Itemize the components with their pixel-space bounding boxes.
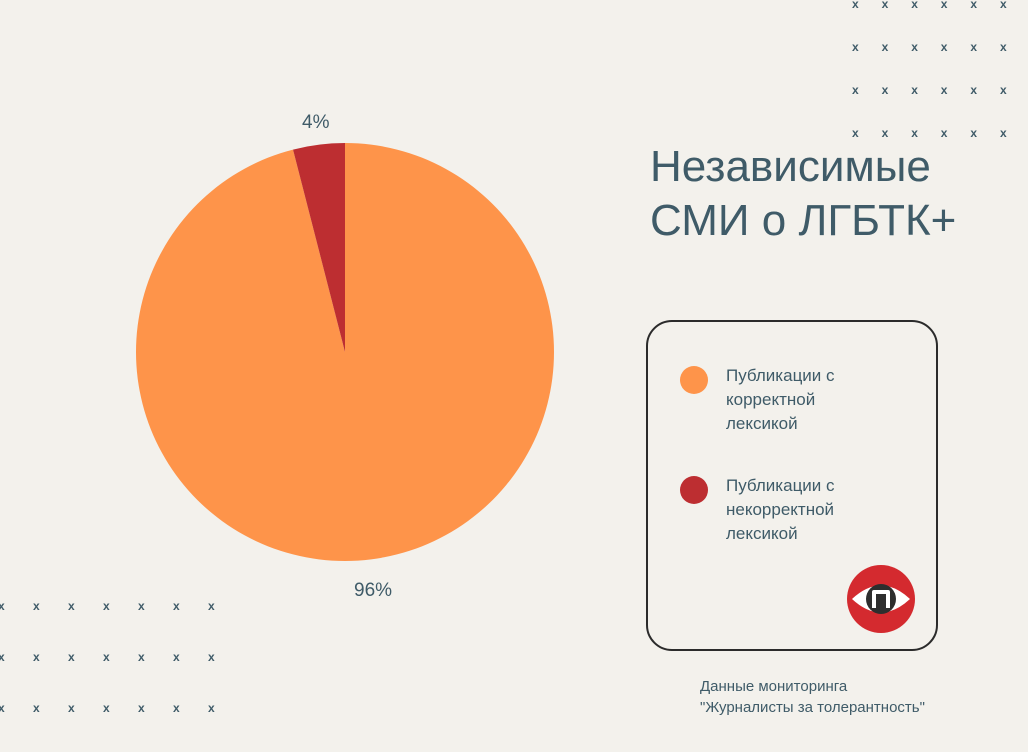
- x-mark: x: [911, 126, 918, 140]
- x-mark: x: [911, 83, 918, 97]
- x-mark: x: [33, 599, 40, 613]
- legend-item-incorrect: Публикации с некорректной лексикой: [680, 474, 876, 546]
- x-mark: x: [940, 83, 948, 97]
- x-mark: x: [33, 701, 40, 715]
- legend-label-incorrect: Публикации с некорректной лексикой: [726, 476, 835, 543]
- x-mark: x: [1000, 83, 1007, 97]
- x-mark: x: [103, 599, 110, 613]
- x-mark: x: [0, 701, 5, 715]
- source-line-1: Данные мониторинга: [700, 678, 848, 695]
- legend-item-correct: Публикации с корректной лексикой: [680, 364, 876, 436]
- x-mark: x: [173, 650, 180, 664]
- pie-chart: [135, 143, 554, 561]
- data-source-note: Данные мониторинга "Журналисты за толера…: [700, 676, 925, 718]
- x-mark: x: [68, 650, 75, 664]
- x-mark: x: [0, 650, 5, 664]
- legend: Публикации с корректной лексикой Публика…: [646, 320, 938, 651]
- x-mark: x: [68, 701, 75, 715]
- x-mark: x: [173, 599, 180, 613]
- x-mark: x: [852, 126, 859, 140]
- x-mark: x: [0, 599, 5, 613]
- x-mark: x: [1000, 126, 1007, 140]
- x-mark: x: [33, 650, 40, 664]
- x-mark: x: [138, 701, 145, 715]
- x-mark: x: [173, 701, 180, 715]
- x-mark: x: [881, 40, 889, 54]
- slice-label-correct: 96%: [354, 580, 393, 601]
- x-mark: x: [881, 0, 889, 11]
- x-mark: x: [940, 40, 948, 54]
- eye-icon: [847, 565, 915, 633]
- chart-title: Независимые СМИ о ЛГБТК+: [650, 142, 957, 245]
- legend-swatch-incorrect: [680, 476, 708, 504]
- x-mark: x: [138, 650, 145, 664]
- x-mark: x: [970, 126, 978, 140]
- x-mark: x: [208, 701, 215, 715]
- x-mark: x: [208, 599, 215, 613]
- legend-label-correct: Публикации с корректной лексикой: [726, 366, 835, 433]
- x-mark: x: [852, 40, 859, 54]
- pie-slice-incorrect: [293, 143, 345, 352]
- x-mark: x: [103, 650, 110, 664]
- x-mark: x: [68, 599, 75, 613]
- x-mark: x: [911, 0, 918, 11]
- x-mark: x: [852, 0, 859, 11]
- x-mark: x: [970, 40, 978, 54]
- x-mark: x: [138, 599, 145, 613]
- x-mark: x: [940, 126, 948, 140]
- x-mark: x: [881, 126, 889, 140]
- x-mark: x: [208, 650, 215, 664]
- x-mark: x: [940, 0, 948, 11]
- x-mark: x: [1000, 0, 1007, 11]
- x-mark: x: [1000, 40, 1007, 54]
- source-line-2: "Журналисты за толерантность": [700, 699, 925, 716]
- x-mark: x: [852, 83, 859, 97]
- x-mark: x: [881, 83, 889, 97]
- x-mark: x: [970, 0, 978, 11]
- x-mark: x: [970, 83, 978, 97]
- x-mark: x: [103, 701, 110, 715]
- x-mark: x: [911, 40, 918, 54]
- slice-label-incorrect: 4%: [302, 112, 330, 133]
- legend-swatch-correct: [680, 366, 708, 394]
